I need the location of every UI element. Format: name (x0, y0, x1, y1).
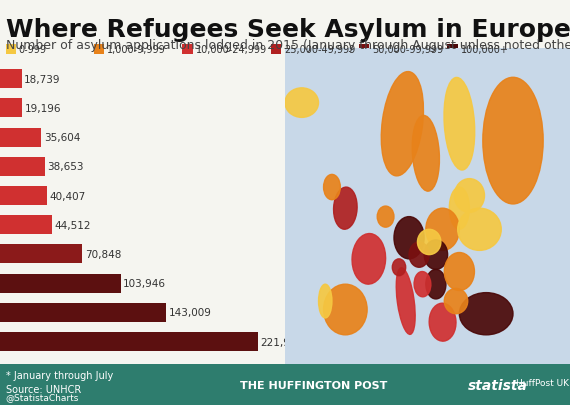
Ellipse shape (426, 270, 446, 299)
Ellipse shape (483, 78, 543, 205)
Bar (0, 303, 166, 322)
Bar (0, 245, 82, 264)
Bar (0, 70, 22, 89)
Ellipse shape (319, 284, 332, 318)
Text: 1,000-9,999: 1,000-9,999 (107, 45, 166, 55)
Text: Number of asylum applications lodged in 2015 (January through August unless note: Number of asylum applications lodged in … (6, 38, 570, 51)
Bar (0, 187, 47, 205)
Ellipse shape (392, 259, 406, 276)
Bar (0, 158, 45, 176)
Ellipse shape (409, 242, 429, 268)
Text: Where Refugees Seek Asylum in Europe: Where Refugees Seek Asylum in Europe (6, 18, 570, 42)
Text: HuffPost UK: HuffPost UK (516, 378, 569, 387)
Ellipse shape (412, 116, 439, 192)
Text: 40,407: 40,407 (49, 191, 86, 201)
Text: 44,512: 44,512 (54, 220, 91, 230)
Text: 100,000+: 100,000+ (461, 45, 508, 55)
Text: 70,848: 70,848 (85, 249, 121, 259)
Ellipse shape (424, 240, 447, 270)
Ellipse shape (444, 289, 468, 314)
Bar (0, 128, 42, 147)
Text: statista: statista (467, 378, 527, 392)
Ellipse shape (444, 78, 475, 171)
Ellipse shape (285, 89, 319, 118)
Ellipse shape (414, 272, 431, 297)
Ellipse shape (394, 217, 424, 259)
Bar (0, 333, 258, 351)
Bar (0, 216, 52, 234)
Text: 50,000-99,999: 50,000-99,999 (372, 45, 443, 55)
Ellipse shape (324, 175, 340, 200)
Text: * January through July: * January through July (6, 370, 113, 379)
Text: 19,196: 19,196 (25, 104, 61, 113)
Ellipse shape (449, 188, 470, 230)
Ellipse shape (459, 293, 513, 335)
Ellipse shape (381, 72, 424, 177)
Text: 221,933: 221,933 (260, 337, 303, 347)
Text: 0-999: 0-999 (19, 45, 47, 55)
Text: 25,000-49,999: 25,000-49,999 (284, 45, 355, 55)
Text: THE HUFFINGTON POST: THE HUFFINGTON POST (240, 380, 387, 390)
Ellipse shape (426, 209, 459, 251)
Ellipse shape (352, 234, 386, 284)
Ellipse shape (417, 230, 441, 255)
Ellipse shape (324, 284, 367, 335)
Bar (0, 99, 22, 118)
Text: 143,009: 143,009 (169, 308, 211, 318)
Ellipse shape (444, 253, 474, 291)
Text: 35,604: 35,604 (44, 133, 80, 143)
Ellipse shape (377, 207, 394, 228)
Ellipse shape (333, 188, 357, 230)
Text: 38,653: 38,653 (47, 162, 84, 172)
Text: Source: UNHCR: Source: UNHCR (6, 384, 81, 394)
Bar (0, 274, 121, 293)
Ellipse shape (454, 179, 484, 213)
Ellipse shape (429, 303, 456, 341)
Ellipse shape (458, 209, 501, 251)
Text: 10,000-24,999: 10,000-24,999 (196, 45, 267, 55)
Ellipse shape (396, 268, 415, 335)
Text: 103,946: 103,946 (123, 279, 166, 288)
Text: @StatistaCharts: @StatistaCharts (6, 392, 79, 401)
Text: 18,739: 18,739 (24, 75, 60, 84)
